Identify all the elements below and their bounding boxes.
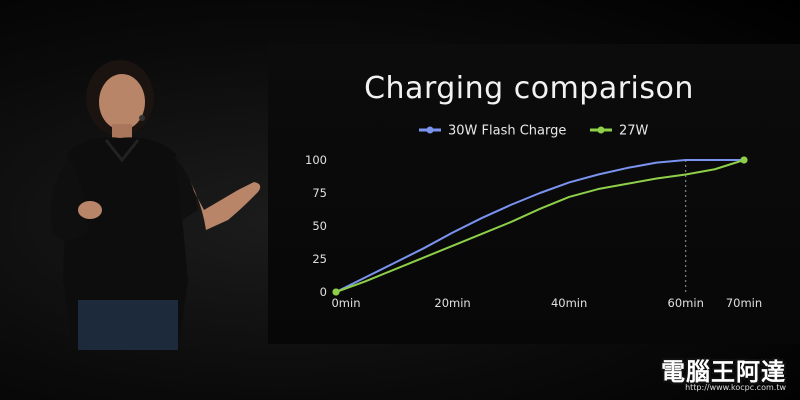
series-line-1 [335, 159, 745, 293]
y-tick-label: 0 [320, 285, 327, 299]
presentation-screen [268, 44, 800, 344]
legend-marker-30w [426, 126, 434, 134]
series-line-0 [335, 159, 745, 293]
presenter-figure [50, 60, 261, 350]
x-tick-label: 40min [551, 296, 587, 310]
y-tick-label: 100 [305, 153, 327, 167]
x-tick-label: 0min [331, 296, 360, 310]
chart-marks [332, 156, 748, 296]
watermark-logo: 電腦王阿達 http://www.kocpc.com.tw [604, 348, 794, 392]
chart-title: Charging comparison [364, 71, 694, 106]
series-point-1 [740, 156, 748, 164]
x-tick-label: 20min [434, 296, 470, 310]
series-point-1 [332, 288, 340, 296]
y-tick-label: 75 [312, 186, 327, 200]
watermark-url: http://www.kocpc.com.tw [685, 383, 786, 392]
legend-label-30w: 30W Flash Charge [448, 124, 566, 139]
legend-label-27w: 27W [619, 124, 649, 139]
x-tick-label: 70min [726, 296, 762, 310]
chart-axes: 0 25 50 75 100 0min 20min 40min 60min 70min [305, 153, 762, 310]
chart-legend: 30W Flash Charge 27W [419, 124, 649, 139]
legend-marker-27w [597, 126, 605, 134]
watermark-text: 電腦王阿達 [661, 358, 786, 386]
y-tick-label: 50 [312, 219, 327, 233]
y-tick-label: 25 [312, 252, 327, 266]
x-tick-label: 60min [668, 296, 704, 310]
